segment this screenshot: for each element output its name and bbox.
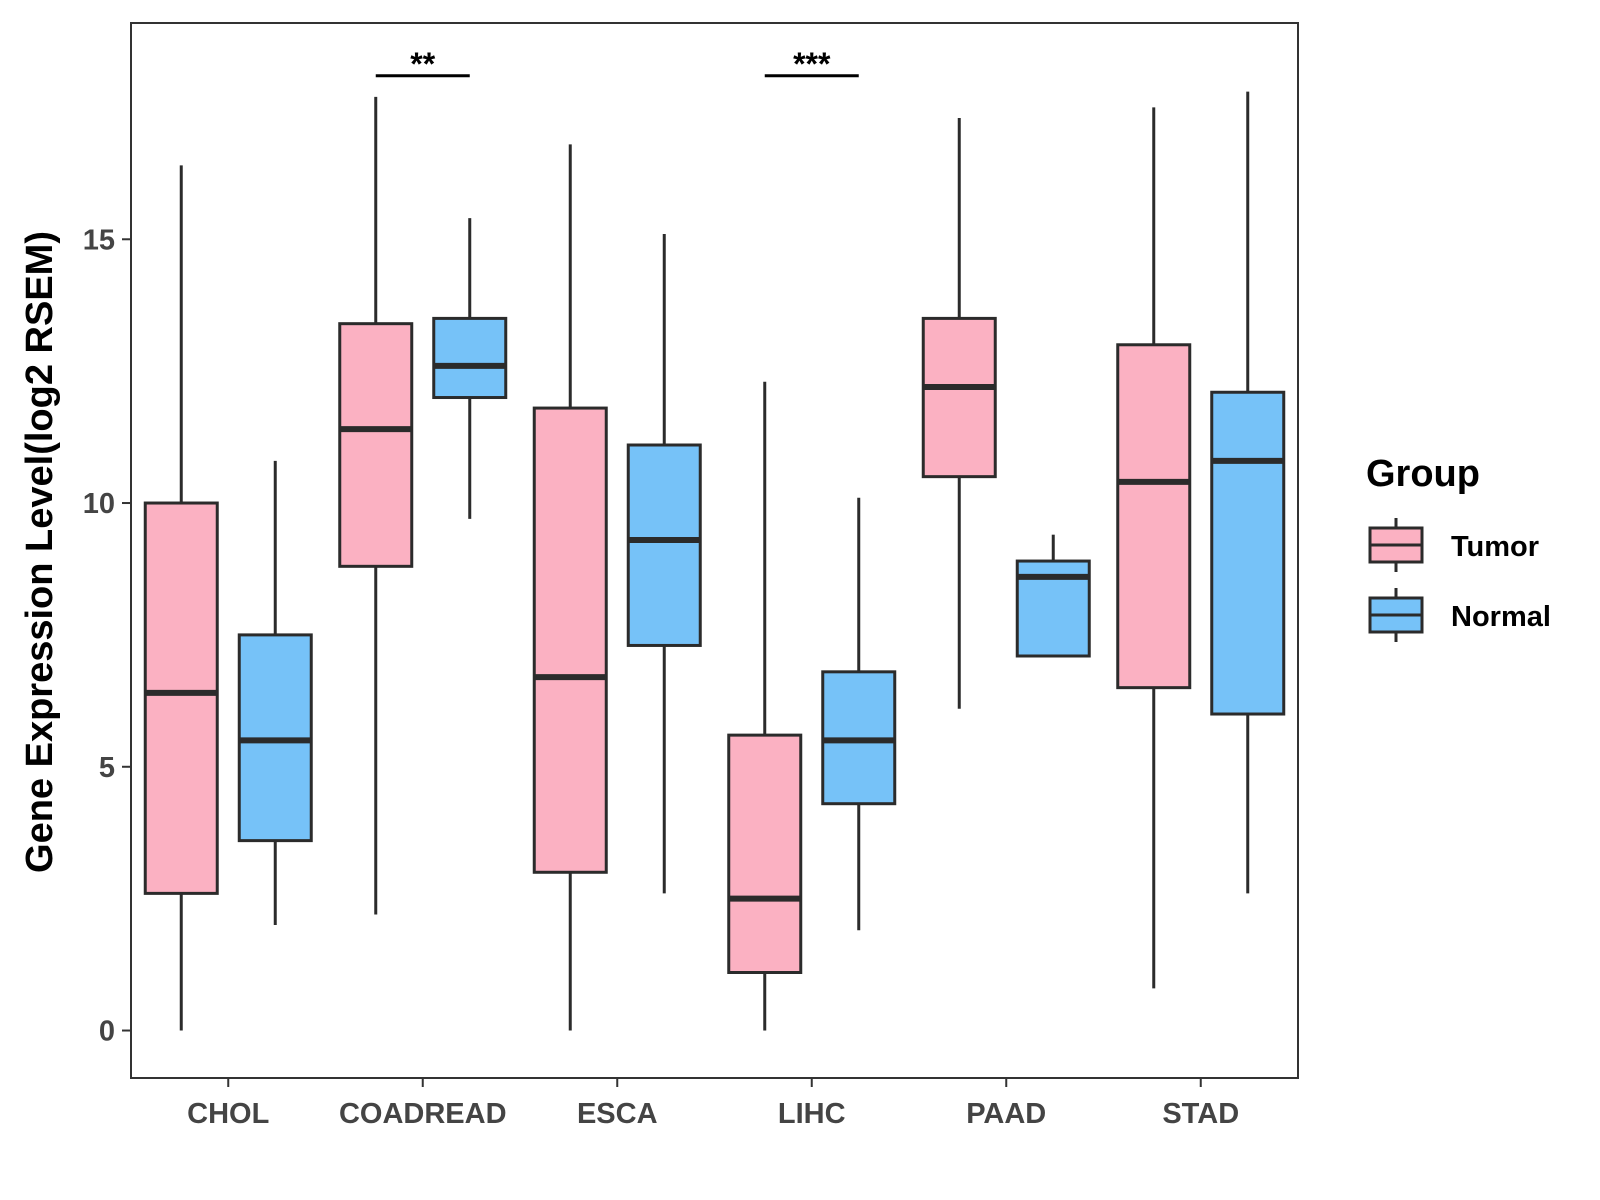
- x-axis: CHOL COADREAD ESCA LIHC PAAD STAD: [187, 1078, 1239, 1130]
- box-body: [532, 406, 608, 874]
- plot-background: [131, 23, 1298, 1078]
- box-body: [1210, 390, 1286, 716]
- plot-frame: [130, 22, 1299, 1079]
- y-tick-label: 10: [83, 488, 115, 520]
- x-tick-label-chol: CHOL: [187, 1098, 269, 1130]
- significance-label: ***: [793, 46, 831, 82]
- box-body: [921, 316, 997, 479]
- box-normal-paad: [1015, 534, 1091, 658]
- box-body: [626, 443, 702, 647]
- box-body: [432, 316, 508, 400]
- y-axis-title: Gene Expression Level(log2 RSEM): [19, 231, 61, 873]
- legend-item-normal: Normal: [1368, 588, 1551, 642]
- legend: Group Tumor Normal: [1366, 453, 1551, 642]
- significance-label: **: [410, 46, 435, 82]
- significance-annotations: ** ***: [375, 46, 859, 82]
- box-body: [143, 501, 219, 895]
- box-normal-esca: [626, 234, 702, 894]
- y-tick-label: 0: [99, 1016, 115, 1048]
- box-normal-stad: [1210, 91, 1286, 894]
- box-body: [338, 322, 414, 568]
- significance-lihc: ***: [764, 46, 859, 82]
- legend-label-tumor: Tumor: [1451, 531, 1539, 563]
- legend-title: Group: [1366, 453, 1480, 495]
- x-tick-label-coadread: COADREAD: [339, 1098, 507, 1130]
- box-normal-coadread: [432, 218, 508, 519]
- box-tumor-stad: [1116, 107, 1192, 989]
- legend-item-tumor: Tumor: [1368, 518, 1539, 572]
- x-tick-label-stad: STAD: [1162, 1098, 1239, 1130]
- significance-coadread: **: [375, 46, 470, 82]
- box-normal-chol: [237, 460, 313, 926]
- x-tick-label-lihc: LIHC: [778, 1098, 846, 1130]
- legend-label-normal: Normal: [1451, 601, 1551, 633]
- box-tumor-paad: [921, 117, 997, 709]
- y-axis: 0 5 10 15: [83, 224, 131, 1048]
- x-tick-label-esca: ESCA: [577, 1098, 658, 1130]
- box-tumor-chol: [143, 165, 219, 1031]
- box-tumor-coadread: [338, 96, 414, 915]
- box-body: [1116, 343, 1192, 690]
- box-group: [143, 91, 1286, 1031]
- y-tick-label: 5: [99, 752, 115, 784]
- y-tick-label: 15: [83, 224, 115, 256]
- x-tick-label-paad: PAAD: [966, 1098, 1046, 1130]
- box-tumor-lihc: [727, 381, 803, 1031]
- box-normal-lihc: [821, 497, 897, 931]
- box-tumor-esca: [532, 144, 608, 1031]
- box-body: [727, 733, 803, 974]
